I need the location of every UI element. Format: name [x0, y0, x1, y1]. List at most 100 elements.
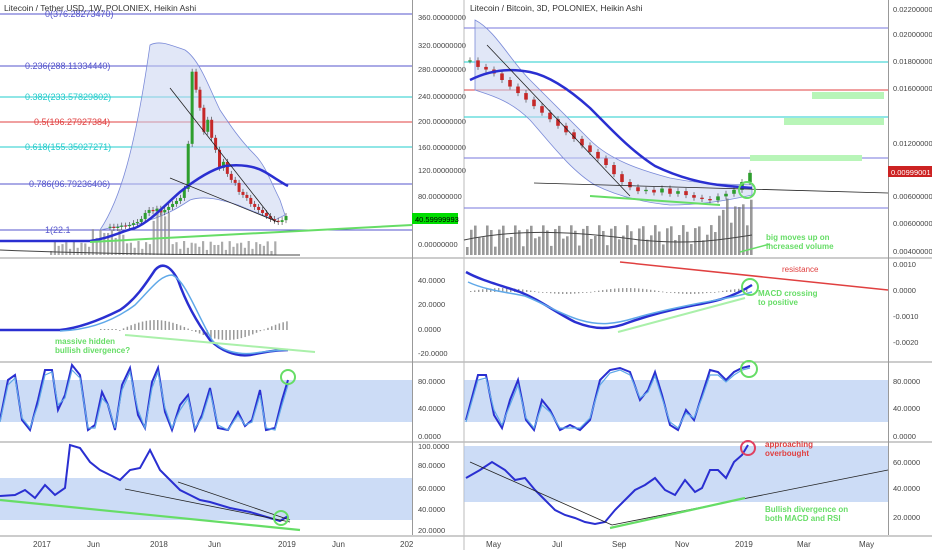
- fib-label-1: 1(22.1: [45, 225, 71, 235]
- volume-bar: [167, 212, 170, 255]
- histogram-bar: [506, 288, 508, 292]
- svg-text:40.0000: 40.0000: [418, 505, 445, 514]
- volume-bar: [558, 225, 561, 255]
- svg-text:320.00000000: 320.00000000: [418, 41, 466, 50]
- histogram-bar: [702, 292, 704, 294]
- histogram-bar: [470, 291, 472, 292]
- svg-text:May: May: [859, 540, 874, 549]
- histogram-bar: [582, 292, 584, 293]
- histogram-bar: [598, 290, 600, 292]
- volume-bar: [84, 243, 87, 255]
- volume-bar: [137, 241, 140, 255]
- volume-bar: [718, 215, 721, 255]
- candle-body: [237, 182, 241, 192]
- histogram-bar: [248, 330, 250, 336]
- volume-bar: [224, 249, 227, 255]
- right-macd-line: [465, 270, 753, 330]
- left-chart-title: Litecoin / Tether USD, 1W, POLONIEX, Hei…: [4, 3, 196, 13]
- svg-text:20.0000: 20.0000: [893, 513, 920, 522]
- svg-text:0.02200000: 0.02200000: [893, 5, 932, 14]
- candle-body: [174, 200, 178, 204]
- candle-body: [652, 189, 656, 193]
- volume-bar: [646, 239, 649, 255]
- candle-body: [692, 195, 696, 198]
- svg-text:0.00600000: 0.00600000: [893, 192, 932, 201]
- volume-bar: [95, 237, 98, 255]
- volume-bar: [126, 243, 129, 255]
- candle-body: [268, 215, 272, 219]
- svg-text:0.0000: 0.0000: [893, 286, 916, 295]
- volume-bar: [578, 245, 581, 255]
- histogram-bar: [594, 291, 596, 293]
- volume-bar: [259, 244, 262, 255]
- divergence-note-2: both MACD and RSI: [765, 514, 841, 523]
- svg-text:2019: 2019: [278, 540, 296, 549]
- volume-bar: [734, 206, 737, 255]
- svg-text:-0.0010: -0.0010: [893, 312, 918, 321]
- histogram-bar: [630, 288, 632, 292]
- volume-bar: [76, 247, 79, 255]
- candle-body: [128, 224, 132, 227]
- candle-body: [564, 125, 568, 133]
- volume-ma-line: [0, 249, 301, 256]
- histogram-bar: [638, 288, 640, 292]
- volume-bar: [674, 239, 677, 255]
- svg-text:0.01200000: 0.01200000: [893, 139, 932, 148]
- volume-bar: [534, 238, 537, 255]
- histogram-bar: [634, 288, 636, 292]
- volume-bar: [478, 237, 481, 255]
- volume-bar: [247, 241, 250, 255]
- histogram-bar: [244, 330, 246, 338]
- svg-text:0.0010: 0.0010: [893, 260, 916, 269]
- volume-bar: [103, 232, 106, 255]
- svg-text:20.0000: 20.0000: [418, 300, 445, 309]
- svg-text:60.0000: 60.0000: [893, 458, 920, 467]
- histogram-bar: [206, 330, 208, 337]
- candle-body: [668, 188, 672, 194]
- right-panel: big moves up on increased volume 0.02200…: [463, 0, 932, 549]
- overbought-note-2: overbought: [765, 449, 809, 458]
- histogram-bar: [149, 320, 151, 330]
- histogram-bar: [710, 292, 712, 293]
- candle-body: [143, 212, 147, 219]
- right-macd-pane: resistance MACD crossing to positive 0.0…: [465, 258, 918, 362]
- histogram-bar: [718, 291, 720, 293]
- volume-bar: [622, 235, 625, 255]
- histogram-bar: [263, 329, 265, 331]
- right-rsi-line: [465, 444, 749, 526]
- volume-note-1: big moves up on: [766, 233, 830, 242]
- candle-body: [580, 138, 584, 146]
- histogram-bar: [221, 330, 224, 340]
- fib-label-0: 0(376.28273470): [45, 9, 114, 19]
- candle-body: [524, 93, 528, 100]
- volume-bar: [194, 243, 197, 255]
- volume-bar: [566, 236, 569, 255]
- svg-text:40.0000: 40.0000: [418, 276, 445, 285]
- right-macd-circle: [741, 278, 759, 296]
- divergence-note-1: Bullish divergence on: [765, 505, 848, 514]
- macd-cross-note-2: to positive: [758, 298, 799, 307]
- right-stoch-k: [465, 365, 751, 433]
- volume-bar: [270, 250, 273, 255]
- svg-text:0.0000: 0.0000: [893, 432, 916, 441]
- svg-text:240.00000000: 240.00000000: [418, 92, 466, 101]
- histogram-bar: [187, 328, 189, 330]
- volume-bar: [240, 242, 243, 255]
- histogram-bar: [642, 288, 644, 292]
- svg-text:120.00000000: 120.00000000: [418, 166, 466, 175]
- candle-body: [484, 66, 488, 70]
- histogram-bar: [259, 330, 262, 332]
- histogram-bar: [626, 288, 628, 292]
- right-chart-title: Litecoin / Bitcoin, 3D, POLONIEX, Heikin…: [470, 3, 643, 13]
- left-price-pane: 0(376.28273470) 0.236(288.11334440) 0.38…: [0, 0, 466, 258]
- histogram-bar: [550, 292, 552, 294]
- volume-bar: [586, 225, 589, 255]
- histogram-bar: [650, 289, 652, 292]
- volume-bar: [702, 240, 705, 255]
- volume-bar: [490, 229, 493, 255]
- histogram-bar: [195, 330, 197, 332]
- volume-bar: [129, 242, 132, 255]
- left-macd-axis: 40.0000 20.0000 0.0000 -20.0000: [418, 276, 448, 358]
- candle-body: [151, 209, 155, 212]
